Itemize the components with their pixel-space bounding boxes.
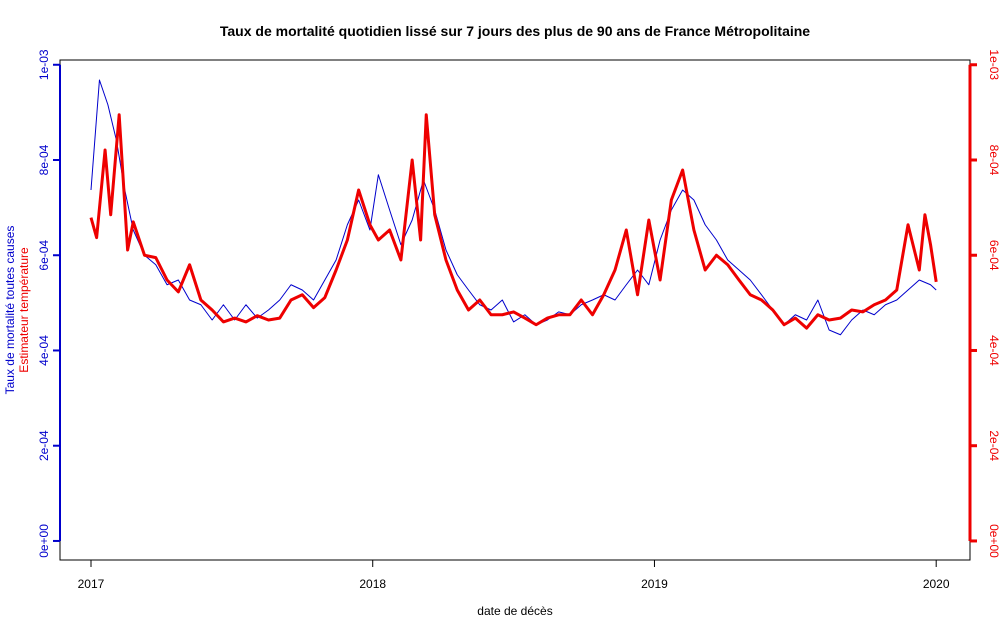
y-axis-label: Estimateur température	[17, 247, 31, 373]
x-axis-label: date de décès	[477, 604, 552, 618]
y2-tick-label: 8e-04	[987, 145, 1000, 176]
y-tick-label: 8e-04	[37, 144, 51, 175]
y-axis-label: Taux de mortalité toutes causes	[3, 226, 17, 395]
y-tick-label: 2e-04	[37, 430, 51, 461]
y2-tick-label: 2e-04	[987, 430, 1000, 461]
x-tick-label: 2017	[78, 577, 105, 591]
x-tick-label: 2019	[641, 577, 668, 591]
y-tick-label: 4e-04	[37, 335, 51, 366]
chart-title: Taux de mortalité quotidien lissé sur 7 …	[220, 23, 810, 39]
y2-tick-label: 6e-04	[987, 240, 1000, 271]
series-line	[89, 113, 938, 330]
y-tick-label: 1e-03	[37, 49, 51, 80]
y-tick-label: 0e+00	[37, 524, 51, 558]
y2-tick-label: 1e-03	[987, 49, 1000, 80]
x-tick-label: 2020	[923, 577, 950, 591]
y2-tick-label: 4e-04	[987, 335, 1000, 366]
series-line	[90, 79, 937, 336]
y2-tick-label: 0e+00	[987, 524, 1000, 558]
x-tick-label: 2018	[359, 577, 386, 591]
y-tick-label: 6e-04	[37, 240, 51, 271]
